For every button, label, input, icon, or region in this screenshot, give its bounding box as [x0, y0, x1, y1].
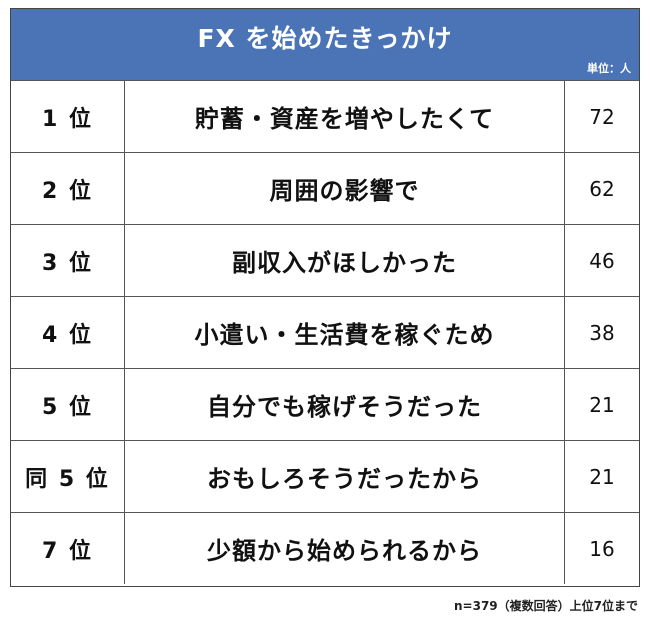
count-cell: 38: [589, 320, 615, 345]
rank-cell: 7 位: [11, 513, 125, 584]
reason-cell: 小遣い・生活費を稼ぐため: [125, 297, 565, 368]
reason-cell: 周囲の影響で: [125, 153, 565, 224]
rank-cell: 3 位: [11, 225, 125, 296]
table-title: FX を始めたきっかけ: [197, 24, 453, 53]
rank-cell: 1 位: [11, 81, 125, 152]
table-header: FX を始めたきっかけ 単位：人: [11, 9, 639, 80]
table-row: 2 位周囲の影響で 62: [11, 152, 639, 224]
reason-cell: 副収入がほしかった: [125, 225, 565, 296]
count-cell: 21: [589, 464, 615, 489]
count-cell: 72: [589, 104, 615, 129]
table-row: 3 位副収入がほしかった 46: [11, 224, 639, 296]
table-row: 1 位貯蓄・資産を増やしたくて 72: [11, 80, 639, 152]
table-body: 1 位貯蓄・資産を増やしたくて 72 2 位周囲の影響で 62 3 位副収入がほしかった…: [11, 80, 639, 584]
reason-cell: おもしろそうだったから: [125, 441, 565, 512]
ranking-table: FX を始めたきっかけ 単位：人 1 位貯蓄・資産を増やしたくて 72 2 位周囲の…: [10, 8, 640, 587]
footnote: n=379（複数回答）上位7位まで: [454, 599, 638, 613]
table-row: 5 位自分でも稼げそうだった 21: [11, 368, 639, 440]
count-cell: 46: [589, 248, 615, 273]
table-row: 4 位小遣い・生活費を稼ぐため 38: [11, 296, 639, 368]
reason-cell: 貯蓄・資産を増やしたくて: [125, 81, 565, 152]
rank-cell: 5 位: [11, 369, 125, 440]
table-row: 同 5 位おもしろそうだったから 21: [11, 440, 639, 512]
unit-label: 単位：人: [587, 62, 631, 75]
rank-cell: 4 位: [11, 297, 125, 368]
count-cell: 16: [589, 536, 615, 561]
reason-cell: 自分でも稼げそうだった: [125, 369, 565, 440]
rank-cell: 2 位: [11, 153, 125, 224]
rank-cell: 同 5 位: [11, 441, 125, 512]
table-row: 7 位少額から始められるから 16: [11, 512, 639, 584]
count-cell: 21: [589, 392, 615, 417]
reason-cell: 少額から始められるから: [125, 513, 565, 584]
count-cell: 62: [589, 176, 615, 201]
